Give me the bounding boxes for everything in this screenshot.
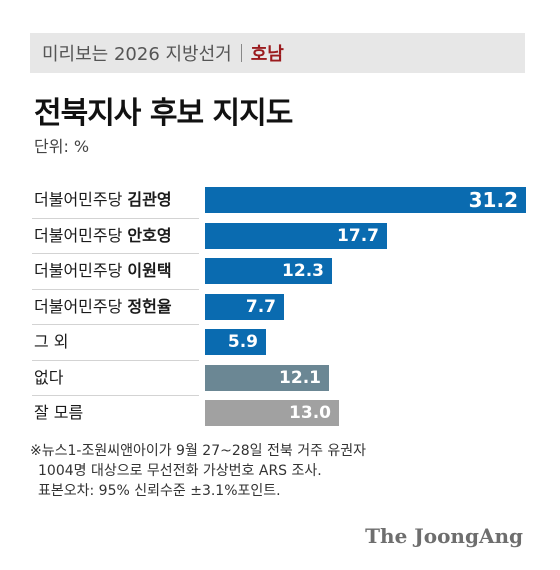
bar: [205, 187, 526, 213]
bar: [205, 223, 387, 249]
row-divider: [32, 360, 199, 361]
row-divider: [32, 324, 199, 325]
row-divider: [32, 289, 199, 290]
bar-label: 잘 모름: [34, 400, 83, 426]
region-label: 호남: [250, 44, 284, 65]
bar-label: 그 외: [34, 329, 69, 355]
unit-label: 단위: %: [34, 137, 90, 156]
bar-label-name: 안호영: [127, 226, 172, 245]
bar-label: 더불어민주당 안호영: [34, 223, 172, 249]
footnote: ※뉴스1-조원씨앤아이가 9월 27~28일 전북 거주 유권자 1004명 대…: [30, 441, 366, 501]
series-label: 미리보는 2026 지방선거: [42, 44, 232, 65]
row-divider: [32, 218, 199, 219]
bar-label-party: 더불어민주당: [34, 190, 128, 209]
bar-label-party: 더불어민주당: [34, 297, 128, 316]
footnote-line-1: ※뉴스1-조원씨앤아이가 9월 27~28일 전북 거주 유권자: [30, 443, 367, 459]
bar-label-name: 그 외: [34, 332, 69, 351]
bar: [205, 258, 332, 284]
bar-label: 더불어민주당 김관영: [34, 187, 172, 213]
header-divider: [240, 44, 242, 62]
bar: [205, 365, 329, 391]
series-header-bar: 미리보는 2026 지방선거 호남: [30, 33, 525, 73]
bar-label-name: 잘 모름: [34, 403, 84, 422]
publisher-logo: The JoongAng: [365, 524, 523, 548]
bar-label-name: 정헌율: [127, 297, 172, 316]
bar-value-label: 31.2: [468, 188, 518, 212]
bar: [205, 400, 339, 426]
bar-value-label: 7.7: [245, 297, 276, 317]
chart-title: 전북지사 후보 지지도: [34, 96, 293, 131]
row-divider: [32, 253, 199, 254]
bar-label: 더불어민주당 이원택: [34, 258, 172, 284]
bar-value-label: 12.3: [282, 261, 324, 281]
row-divider: [32, 395, 199, 396]
bar-value-label: 12.1: [279, 368, 321, 388]
bar-label-name: 이원택: [127, 261, 172, 280]
bar-value-label: 17.7: [337, 226, 379, 246]
bar-value-label: 5.9: [227, 332, 258, 352]
bar-label-party: 더불어민주당: [34, 226, 128, 245]
bar-label-party: 더불어민주당: [34, 261, 128, 280]
bar-label: 더불어민주당 정헌율: [34, 294, 172, 320]
bar-label-name: 김관영: [127, 190, 172, 209]
footnote-line-3: 표본오차: 95% 신뢰수준 ±3.1%포인트.: [38, 483, 281, 499]
bar: [205, 329, 266, 355]
footnote-line-2: 1004명 대상으로 무선전화 가상번호 ARS 조사.: [38, 463, 322, 479]
bar-label-name: 없다: [34, 368, 64, 387]
bar-value-label: 13.0: [289, 403, 331, 423]
bar-label: 없다: [34, 365, 63, 391]
bar: [205, 294, 284, 320]
